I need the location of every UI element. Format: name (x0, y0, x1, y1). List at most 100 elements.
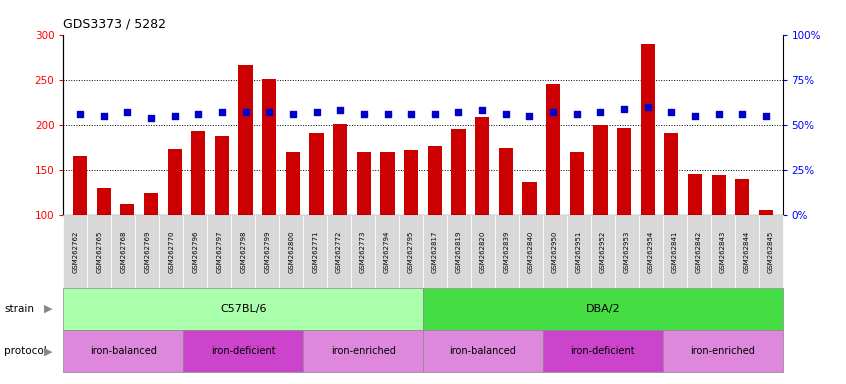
Bar (262, 79, 277, 215)
Point (689, 113, 702, 119)
Point (759, 113, 772, 119)
Bar (452, 129, 465, 215)
Text: iron-enriched: iron-enriched (690, 346, 755, 356)
Bar (404, 150, 418, 215)
Text: GSM262841: GSM262841 (672, 230, 678, 273)
Text: GSM262769: GSM262769 (145, 230, 151, 273)
Text: GSM262770: GSM262770 (168, 230, 174, 273)
Text: GSM262954: GSM262954 (648, 230, 654, 273)
Point (381, 111, 394, 117)
Text: GSM262765: GSM262765 (96, 230, 102, 273)
Text: GSM262817: GSM262817 (432, 230, 438, 273)
Point (168, 113, 181, 119)
Text: ▶: ▶ (44, 346, 52, 356)
Text: GSM262840: GSM262840 (528, 230, 534, 273)
Point (665, 109, 678, 115)
Point (239, 109, 252, 115)
Text: iron-enriched: iron-enriched (331, 346, 396, 356)
Point (428, 111, 442, 117)
Text: GSM262952: GSM262952 (600, 230, 606, 273)
Text: GSM262953: GSM262953 (624, 230, 629, 273)
Text: GSM262795: GSM262795 (408, 230, 414, 273)
Point (523, 113, 536, 119)
Point (120, 109, 134, 115)
Point (547, 109, 560, 115)
Point (144, 114, 157, 121)
Text: GSM262773: GSM262773 (360, 230, 366, 273)
Bar (381, 152, 394, 215)
Point (712, 111, 726, 117)
Bar (96, 188, 111, 215)
Bar (73, 156, 87, 215)
Text: GSM262800: GSM262800 (288, 230, 294, 273)
Text: GDS3373 / 5282: GDS3373 / 5282 (63, 17, 167, 30)
Point (74, 111, 87, 117)
Text: iron-deficient: iron-deficient (211, 346, 276, 356)
Point (333, 107, 347, 113)
Text: GSM262842: GSM262842 (695, 230, 701, 273)
Bar (475, 117, 489, 215)
Point (618, 106, 631, 112)
Bar (735, 179, 750, 215)
Point (310, 109, 323, 115)
Bar (688, 174, 702, 215)
Bar (144, 194, 158, 215)
Text: GSM262845: GSM262845 (767, 230, 773, 273)
Text: DBA/2: DBA/2 (585, 304, 620, 314)
Text: GSM262762: GSM262762 (73, 230, 79, 273)
Bar (569, 152, 584, 215)
Bar (617, 127, 631, 215)
Point (475, 107, 489, 113)
Bar (120, 204, 135, 215)
Point (262, 109, 276, 115)
Point (570, 111, 584, 117)
Bar (333, 124, 348, 215)
Text: ▶: ▶ (44, 304, 52, 314)
Bar (522, 182, 536, 215)
Text: strain: strain (4, 304, 34, 314)
Text: GSM262771: GSM262771 (312, 230, 318, 273)
Text: iron-balanced: iron-balanced (90, 346, 157, 356)
Text: GSM262951: GSM262951 (576, 230, 582, 273)
Text: GSM262798: GSM262798 (240, 230, 246, 273)
Text: GSM262794: GSM262794 (384, 230, 390, 273)
Bar (593, 125, 607, 215)
Text: GSM262820: GSM262820 (480, 230, 486, 273)
Bar (546, 84, 560, 215)
Text: GSM262768: GSM262768 (120, 230, 126, 273)
Text: GSM262796: GSM262796 (192, 230, 198, 273)
Text: GSM262797: GSM262797 (217, 230, 222, 273)
Point (452, 109, 465, 115)
Bar (711, 175, 726, 215)
Text: iron-balanced: iron-balanced (449, 346, 516, 356)
Point (286, 111, 299, 117)
Text: GSM262772: GSM262772 (336, 230, 342, 273)
Text: GSM262844: GSM262844 (744, 230, 750, 273)
Point (357, 111, 371, 117)
Text: GSM262950: GSM262950 (552, 230, 558, 273)
Point (404, 111, 418, 117)
Bar (498, 148, 513, 215)
Point (641, 104, 655, 110)
Bar (168, 149, 182, 215)
Bar (310, 133, 324, 215)
Point (594, 109, 607, 115)
Bar (215, 136, 229, 215)
Text: protocol: protocol (4, 346, 47, 356)
Text: C57BL/6: C57BL/6 (220, 304, 266, 314)
Bar (191, 131, 206, 215)
Bar (664, 133, 678, 215)
Bar (759, 210, 773, 215)
Bar (428, 146, 442, 215)
Bar (640, 44, 655, 215)
Point (191, 111, 205, 117)
Bar (239, 65, 253, 215)
Text: iron-deficient: iron-deficient (570, 346, 635, 356)
Bar (286, 152, 300, 215)
Text: GSM262843: GSM262843 (720, 230, 726, 273)
Text: GSM262799: GSM262799 (264, 230, 270, 273)
Point (97, 113, 111, 119)
Text: GSM262819: GSM262819 (456, 230, 462, 273)
Point (735, 111, 749, 117)
Bar (357, 152, 371, 215)
